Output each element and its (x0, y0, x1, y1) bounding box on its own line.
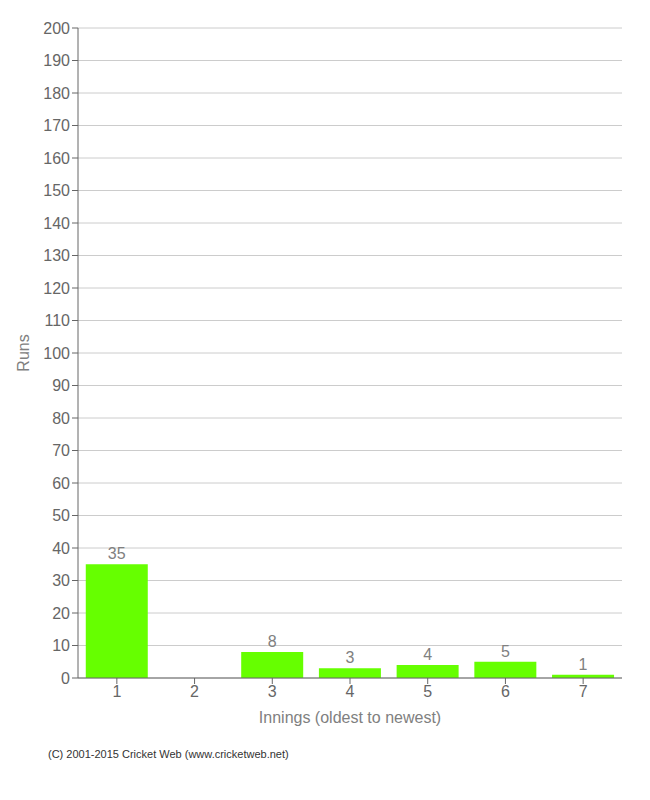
svg-text:1: 1 (112, 683, 121, 700)
svg-text:4: 4 (423, 646, 432, 663)
svg-text:Innings (oldest to newest): Innings (oldest to newest) (259, 709, 441, 726)
svg-text:70: 70 (52, 442, 70, 459)
svg-text:2: 2 (190, 683, 199, 700)
svg-text:110: 110 (44, 312, 70, 329)
svg-text:5: 5 (501, 643, 510, 660)
svg-text:30: 30 (52, 572, 70, 589)
svg-text:130: 130 (43, 247, 70, 264)
svg-text:170: 170 (43, 117, 70, 134)
svg-text:35: 35 (108, 545, 126, 562)
svg-text:0: 0 (61, 670, 70, 687)
svg-text:100: 100 (43, 345, 70, 362)
svg-text:180: 180 (43, 85, 70, 102)
svg-text:80: 80 (52, 410, 70, 427)
svg-text:7: 7 (579, 683, 588, 700)
svg-text:3: 3 (345, 649, 354, 666)
svg-text:60: 60 (52, 475, 70, 492)
svg-text:150: 150 (43, 182, 70, 199)
svg-text:120: 120 (43, 280, 70, 297)
svg-text:50: 50 (52, 507, 70, 524)
svg-text:140: 140 (43, 215, 70, 232)
svg-text:3: 3 (268, 683, 277, 700)
svg-text:90: 90 (52, 377, 70, 394)
svg-text:Runs: Runs (15, 334, 32, 371)
svg-text:200: 200 (43, 20, 70, 37)
svg-text:4: 4 (346, 683, 355, 700)
svg-text:5: 5 (423, 683, 432, 700)
svg-text:10: 10 (52, 637, 70, 654)
svg-text:8: 8 (268, 633, 277, 650)
svg-text:1: 1 (579, 656, 588, 673)
svg-text:160: 160 (43, 150, 70, 167)
svg-text:6: 6 (501, 683, 510, 700)
html-text:(C) 2001-2015 Cricket Web (www: (C) 2001-2015 Cricket Web (www.cricketwe… (48, 748, 289, 760)
svg-text:190: 190 (43, 52, 70, 69)
svg-text:40: 40 (52, 540, 70, 557)
svg-text:20: 20 (52, 605, 70, 622)
